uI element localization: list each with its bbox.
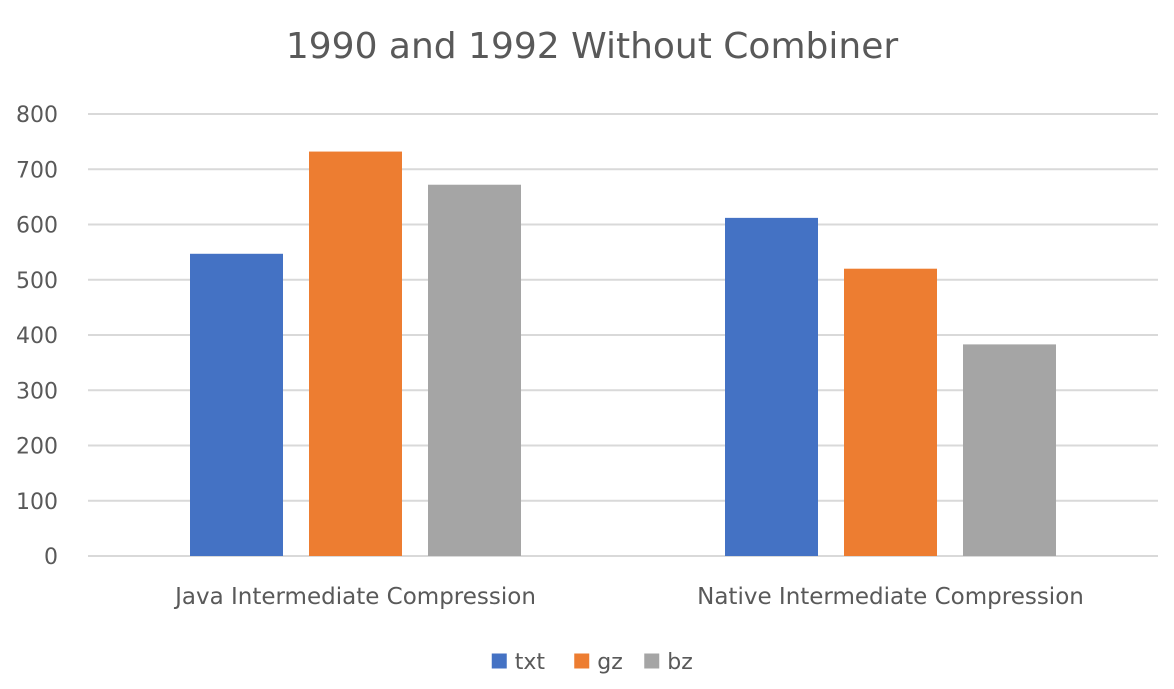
y-tick-label: 0 [44, 545, 58, 570]
bar-bz [428, 184, 521, 556]
legend-label-txt: txt [515, 650, 546, 675]
bar-bz [963, 344, 1056, 556]
x-category-label: Java Intermediate Compression [173, 584, 536, 610]
chart-title: 1990 and 1992 Without Combiner [286, 26, 898, 67]
bar-txt [725, 217, 818, 556]
legend-label-gz: gz [597, 650, 623, 675]
y-tick-label: 800 [16, 103, 58, 128]
bar-gz [309, 151, 402, 556]
legend-swatch-txt [491, 653, 507, 669]
y-tick-label: 400 [16, 324, 58, 349]
x-axis-categories: Java Intermediate Compression Native Inte… [173, 584, 1084, 610]
bar-txt [190, 253, 283, 556]
bars [190, 151, 1056, 556]
y-tick-label: 600 [16, 214, 58, 239]
y-tick-label: 100 [16, 490, 58, 515]
legend-swatch-gz [574, 653, 590, 669]
legend-label-bz: bz [667, 650, 693, 675]
y-tick-label: 700 [16, 158, 58, 183]
legend-swatch-bz [644, 653, 660, 669]
legend: txt gz bz [491, 650, 693, 675]
y-tick-label: 300 [16, 379, 58, 404]
y-tick-label: 200 [16, 435, 58, 460]
y-axis-ticks: 0 100 200 300 400 500 600 700 800 [16, 103, 58, 570]
y-tick-label: 500 [16, 269, 58, 294]
x-category-label: Native Intermediate Compression [697, 584, 1084, 610]
bar-gz [844, 268, 937, 556]
